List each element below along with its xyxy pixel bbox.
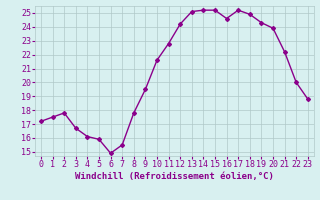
X-axis label: Windchill (Refroidissement éolien,°C): Windchill (Refroidissement éolien,°C): [75, 172, 274, 181]
